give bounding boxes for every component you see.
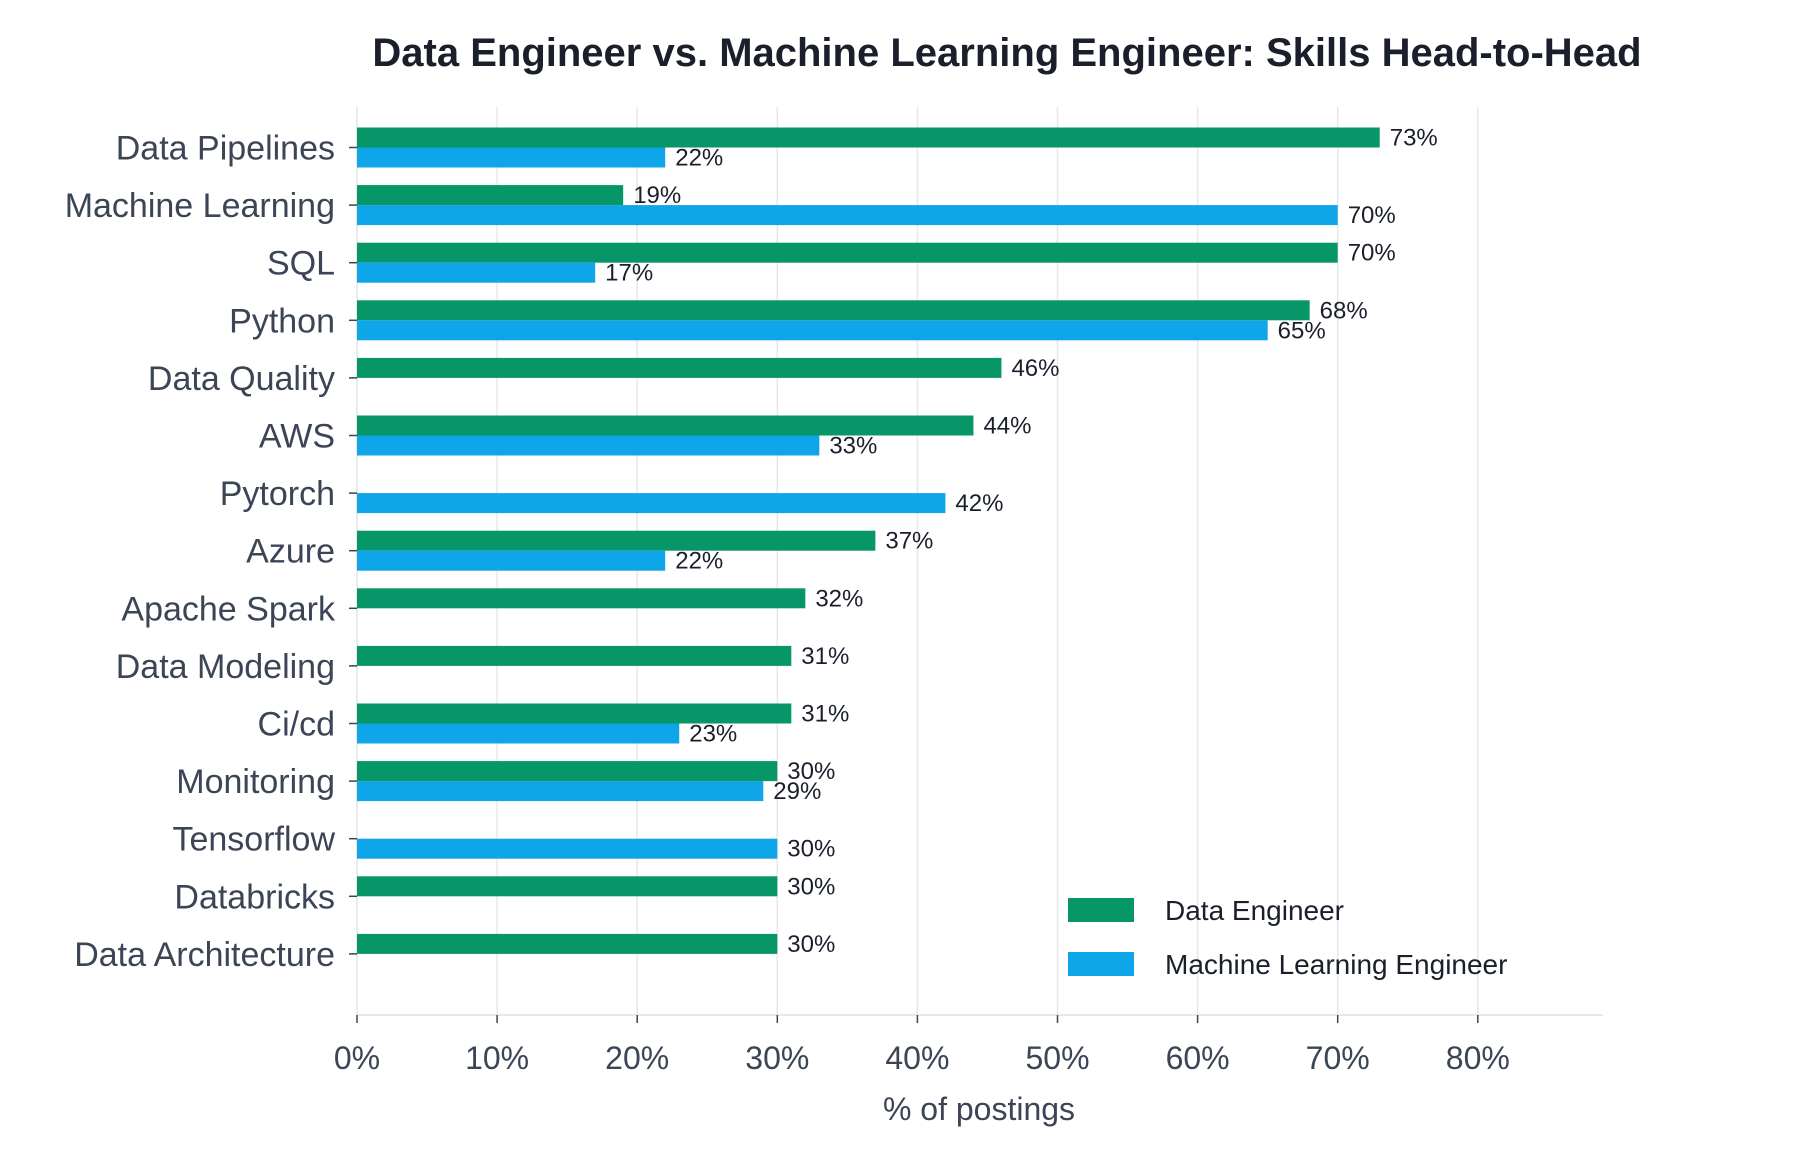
- bar: [357, 933, 778, 954]
- y-tick-label: Data Quality: [148, 360, 335, 398]
- y-tick-label: Monitoring: [176, 763, 335, 801]
- legend: Data Engineer Machine Learning Engineer: [1068, 895, 1507, 980]
- bar: [357, 838, 778, 859]
- bar: [357, 147, 666, 168]
- y-tick-label: SQL: [267, 245, 335, 283]
- data-label: 44%: [983, 413, 1031, 440]
- x-axis-label: % of postings: [883, 1091, 1075, 1127]
- bar: [357, 723, 680, 744]
- data-label: 22%: [675, 145, 723, 172]
- chart-title: Data Engineer vs. Machine Learning Engin…: [372, 31, 1641, 75]
- bar: [357, 205, 1338, 226]
- data-label: 65%: [1278, 317, 1326, 344]
- bar: [357, 300, 1310, 321]
- data-label: 42%: [955, 490, 1003, 517]
- bar: [357, 493, 946, 514]
- y-tick-label: Azure: [246, 533, 335, 571]
- y-tick-label: Data Pipelines: [116, 130, 335, 168]
- y-axis-labels: Data Pipelines Machine Learning SQL Python D…: [65, 130, 336, 974]
- bar: [357, 876, 778, 897]
- y-tick-label: Apache Spark: [121, 590, 336, 628]
- y-tick-label: Data Architecture: [74, 936, 335, 974]
- data-label: 22%: [675, 548, 723, 575]
- x-tick-label: 60%: [1166, 1040, 1230, 1076]
- x-tick-label: 50%: [1025, 1040, 1089, 1076]
- data-label: 29%: [773, 778, 821, 805]
- x-axis-ticks: 0% 10% 20% 30% 40% 50% 60% 70% 80%: [334, 1015, 1510, 1076]
- y-tick-label: Databricks: [174, 878, 335, 916]
- y-tick-label: Ci/cd: [258, 706, 335, 744]
- bar: [357, 127, 1380, 148]
- bar: [357, 761, 778, 782]
- legend-swatch: [1068, 898, 1134, 922]
- x-tick-label: 10%: [465, 1040, 529, 1076]
- data-label: 68%: [1320, 297, 1368, 324]
- data-label: 32%: [815, 585, 863, 612]
- data-label: 31%: [801, 701, 849, 728]
- x-tick-label: 30%: [745, 1040, 809, 1076]
- data-label: 31%: [801, 643, 849, 670]
- y-tick-label: AWS: [259, 418, 335, 456]
- bar: [357, 185, 624, 206]
- legend-label: Machine Learning Engineer: [1165, 949, 1507, 980]
- bar: [357, 588, 806, 609]
- data-label: 46%: [1011, 355, 1059, 382]
- data-label: 17%: [605, 260, 653, 287]
- y-tick-label: Data Modeling: [116, 648, 335, 686]
- data-label: 30%: [787, 931, 835, 958]
- bar: [357, 242, 1338, 263]
- legend-swatch: [1068, 952, 1134, 976]
- data-label: 23%: [689, 721, 737, 748]
- bar: [357, 357, 1002, 378]
- bars: [357, 127, 1380, 954]
- bar: [357, 262, 596, 283]
- x-tick-label: 40%: [885, 1040, 949, 1076]
- y-tick-label: Machine Learning: [65, 187, 335, 225]
- data-label: 70%: [1348, 202, 1396, 229]
- y-tick-label: Python: [229, 302, 335, 340]
- bar: [357, 320, 1268, 341]
- data-label: 33%: [829, 433, 877, 460]
- data-label: 30%: [787, 758, 835, 785]
- x-tick-label: 80%: [1446, 1040, 1510, 1076]
- bar: [357, 550, 666, 571]
- bar: [357, 703, 792, 724]
- x-tick-label: 20%: [605, 1040, 669, 1076]
- data-label: 73%: [1390, 125, 1438, 152]
- data-label: 30%: [787, 836, 835, 863]
- y-tick-label: Pytorch: [220, 475, 335, 513]
- x-tick-label: 70%: [1306, 1040, 1370, 1076]
- legend-label: Data Engineer: [1165, 895, 1344, 926]
- bar: [357, 530, 876, 551]
- bar: [357, 435, 820, 456]
- data-label: 30%: [787, 873, 835, 900]
- data-label: 70%: [1348, 240, 1396, 267]
- y-tick-label: Tensorflow: [172, 821, 335, 859]
- bar: [357, 645, 792, 666]
- value-labels: 73% 22% 19% 70% 70% 17% 68%65% 46% 44% 33% 42% 37% 2…: [605, 125, 1438, 958]
- bar: [357, 415, 974, 436]
- x-tick-label: 0%: [334, 1040, 380, 1076]
- bar: [357, 781, 764, 802]
- data-label: 37%: [885, 528, 933, 555]
- data-label: 19%: [633, 182, 681, 209]
